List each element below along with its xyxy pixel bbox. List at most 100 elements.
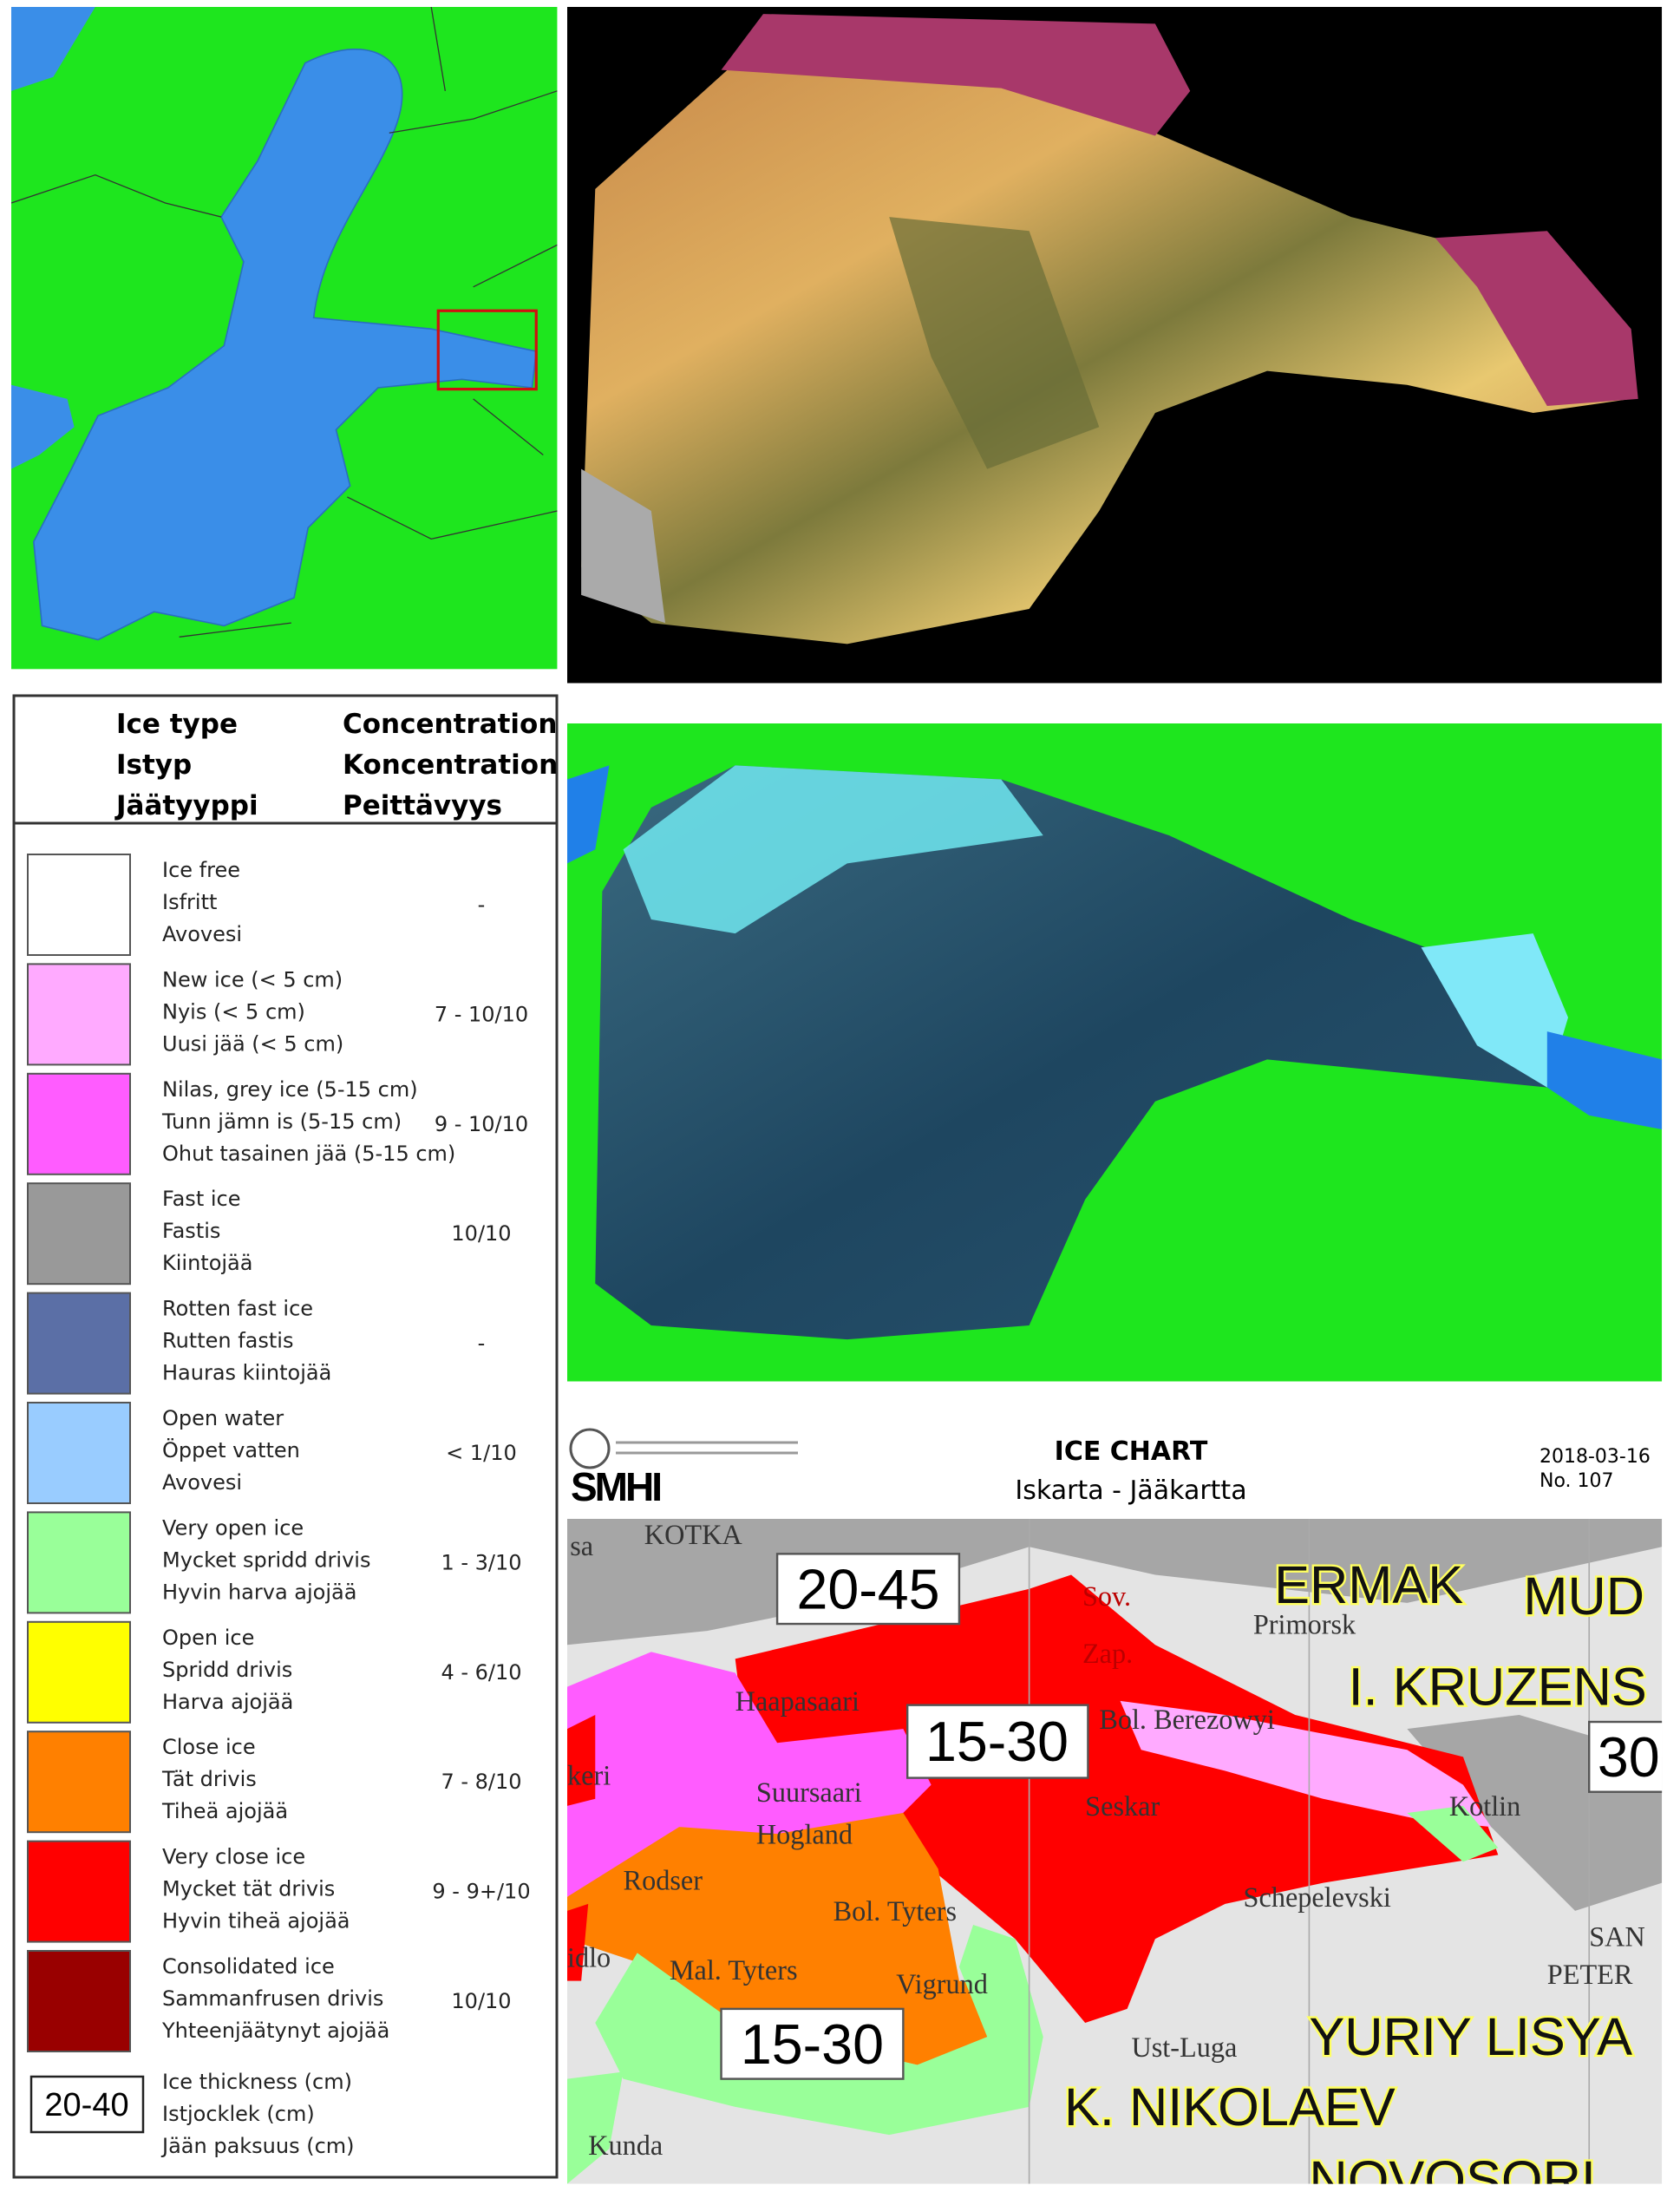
place-label: KOTKA (644, 1519, 743, 1550)
legend-label: Mycket spridd drivis (162, 1547, 370, 1572)
close-ice (567, 1812, 1030, 2065)
legend-label: Sammanfrusen drivis (162, 1986, 383, 2011)
place-label: Kotlin (1449, 1790, 1520, 1822)
legend-header: Jäätyyppi (114, 790, 258, 821)
place-label: Mal. Tyters (670, 1954, 798, 1986)
legend-label: Spridd drivis (162, 1658, 292, 1682)
thickness-boxes: 20-45 15-30 15-30 30 (720, 1553, 1663, 2080)
thickness-swatch (29, 2075, 145, 2134)
legend-header: Istyp (116, 749, 192, 781)
legend-swatch (27, 1950, 131, 2052)
icebreaker-labels: ERMAK MUD I. KRUZENS YURIY LISYA K. NIKO… (1062, 1552, 1650, 2183)
logo: SMHI (571, 1464, 660, 1509)
place-label: Zap. (1082, 1638, 1133, 1669)
legend-swatch (27, 1840, 131, 1943)
legend-label: Tunn jämn is (5-15 cm) (161, 1109, 402, 1134)
legend-label: Tät drivis (161, 1767, 257, 1791)
ice-field (581, 468, 665, 624)
ice-field (623, 765, 1043, 934)
place-label: Bol. Berezowyi (1099, 1704, 1275, 1735)
legend-label: Rotten fast ice (162, 1297, 313, 1321)
water (1546, 1031, 1663, 1130)
ice-field (721, 14, 1191, 136)
legend-swatch (27, 1511, 131, 1614)
rgb-map (567, 723, 1663, 1382)
legend-label: Fastis (162, 1219, 220, 1243)
ice-chart-header: SMHI ICE CHART Iskarta - Jääkartta 2018-… (569, 1428, 1651, 1509)
place-label: Ust-Luga (1131, 2032, 1237, 2063)
borders (11, 7, 558, 638)
place-label: keri (567, 1760, 611, 1791)
nilas (567, 1652, 932, 1897)
legend-label: Uusi jää (< 5 cm) (162, 1031, 343, 1056)
chart-subtitle: Iskarta - Jääkartta (1015, 1475, 1246, 1506)
thickness-box (720, 2007, 905, 2080)
legend-header: Peittävyys (343, 790, 502, 821)
legend-label: Open ice (162, 1626, 254, 1650)
legend-label: Tiheä ajojää (161, 1799, 288, 1823)
legend-label: Ice thickness (cm) (162, 2070, 352, 2094)
legend-concentration: 10/10 (451, 1221, 511, 1246)
place-label: sa (570, 1530, 593, 1561)
legend-label: Harva ajojää (162, 1690, 293, 1714)
legend-label: Open water (162, 1406, 284, 1430)
thickness-box (905, 1704, 1089, 1779)
chart-date: 2018-03-16 (1539, 1446, 1651, 1468)
legend-label: Hyvin harva ajojää (162, 1580, 356, 1604)
legend-label: Kiintojää (162, 1251, 252, 1275)
ice-field (1421, 933, 1569, 1088)
ice-field (581, 62, 1631, 644)
place-label: Suursaari (756, 1776, 862, 1808)
legend-label: Hauras kiintojää (162, 1361, 331, 1385)
thickness-box (775, 1553, 961, 1626)
legend: Ice type Istyp Jäätyyppi Concentration Konce… (12, 694, 559, 2179)
legend-label: Avovesi (162, 922, 242, 946)
place-label: Vigrund (896, 1968, 988, 1999)
ice-field (889, 217, 1100, 469)
legend-label: Öppet vatten (162, 1437, 300, 1462)
legend-label: New ice (< 5 cm) (162, 967, 343, 991)
legend-swatch (27, 1402, 131, 1504)
legend-concentration: 7 - 8/10 (441, 1770, 521, 1794)
place-label: Haapasaari (735, 1685, 860, 1717)
baltic-sea (32, 49, 538, 641)
legend-swatch (27, 1072, 131, 1175)
water (567, 765, 610, 864)
chart-title: ICE CHART (1055, 1436, 1208, 1467)
new-ice (1120, 1700, 1492, 1828)
place-label: Rodser (624, 1865, 703, 1896)
legend-concentration: 7 - 10/10 (435, 1002, 528, 1026)
legend-label: Nilas, grey ice (5-15 cm) (162, 1077, 418, 1102)
ice-field (1435, 231, 1638, 406)
legend-label: Fast ice (162, 1187, 240, 1211)
legend-label: Very open ice (162, 1515, 304, 1540)
place-label: Bol. Tyters (833, 1895, 957, 1927)
place-label: Sov. (1082, 1580, 1131, 1612)
thickness-label: 20-45 (796, 1558, 939, 1620)
legend-concentration: 4 - 6/10 (441, 1660, 521, 1685)
legend-concentration: < 1/10 (446, 1441, 517, 1465)
legend-swatch (27, 963, 131, 1066)
legend-label: Avovesi (162, 1470, 242, 1495)
very-open-ice (595, 1925, 1043, 2136)
legend-header: Koncentration (343, 749, 558, 781)
legend-label: Close ice (162, 1735, 256, 1759)
legend-concentration: - (478, 893, 486, 917)
thickness-label: 15-30 (741, 2013, 884, 2076)
legend-label: Very close ice (162, 1845, 305, 1869)
sea (11, 7, 95, 91)
fast-ice (567, 1519, 1663, 1646)
overview-map (11, 7, 558, 670)
thickness-box (1588, 1720, 1663, 1793)
thickness-label: 30 (1598, 1726, 1660, 1789)
zoom-box (436, 309, 538, 391)
chart-number: No. 107 (1539, 1470, 1614, 1492)
legend-swatch (27, 1182, 131, 1286)
place-label: idlo (567, 1941, 611, 1973)
legend-label: Istjocklek (cm) (162, 2102, 315, 2126)
place-label: SAN (1589, 1920, 1645, 1952)
legend-label: Isfritt (162, 890, 217, 914)
legend-label: Yhteenjäätynyt ajojää (161, 2019, 389, 2043)
